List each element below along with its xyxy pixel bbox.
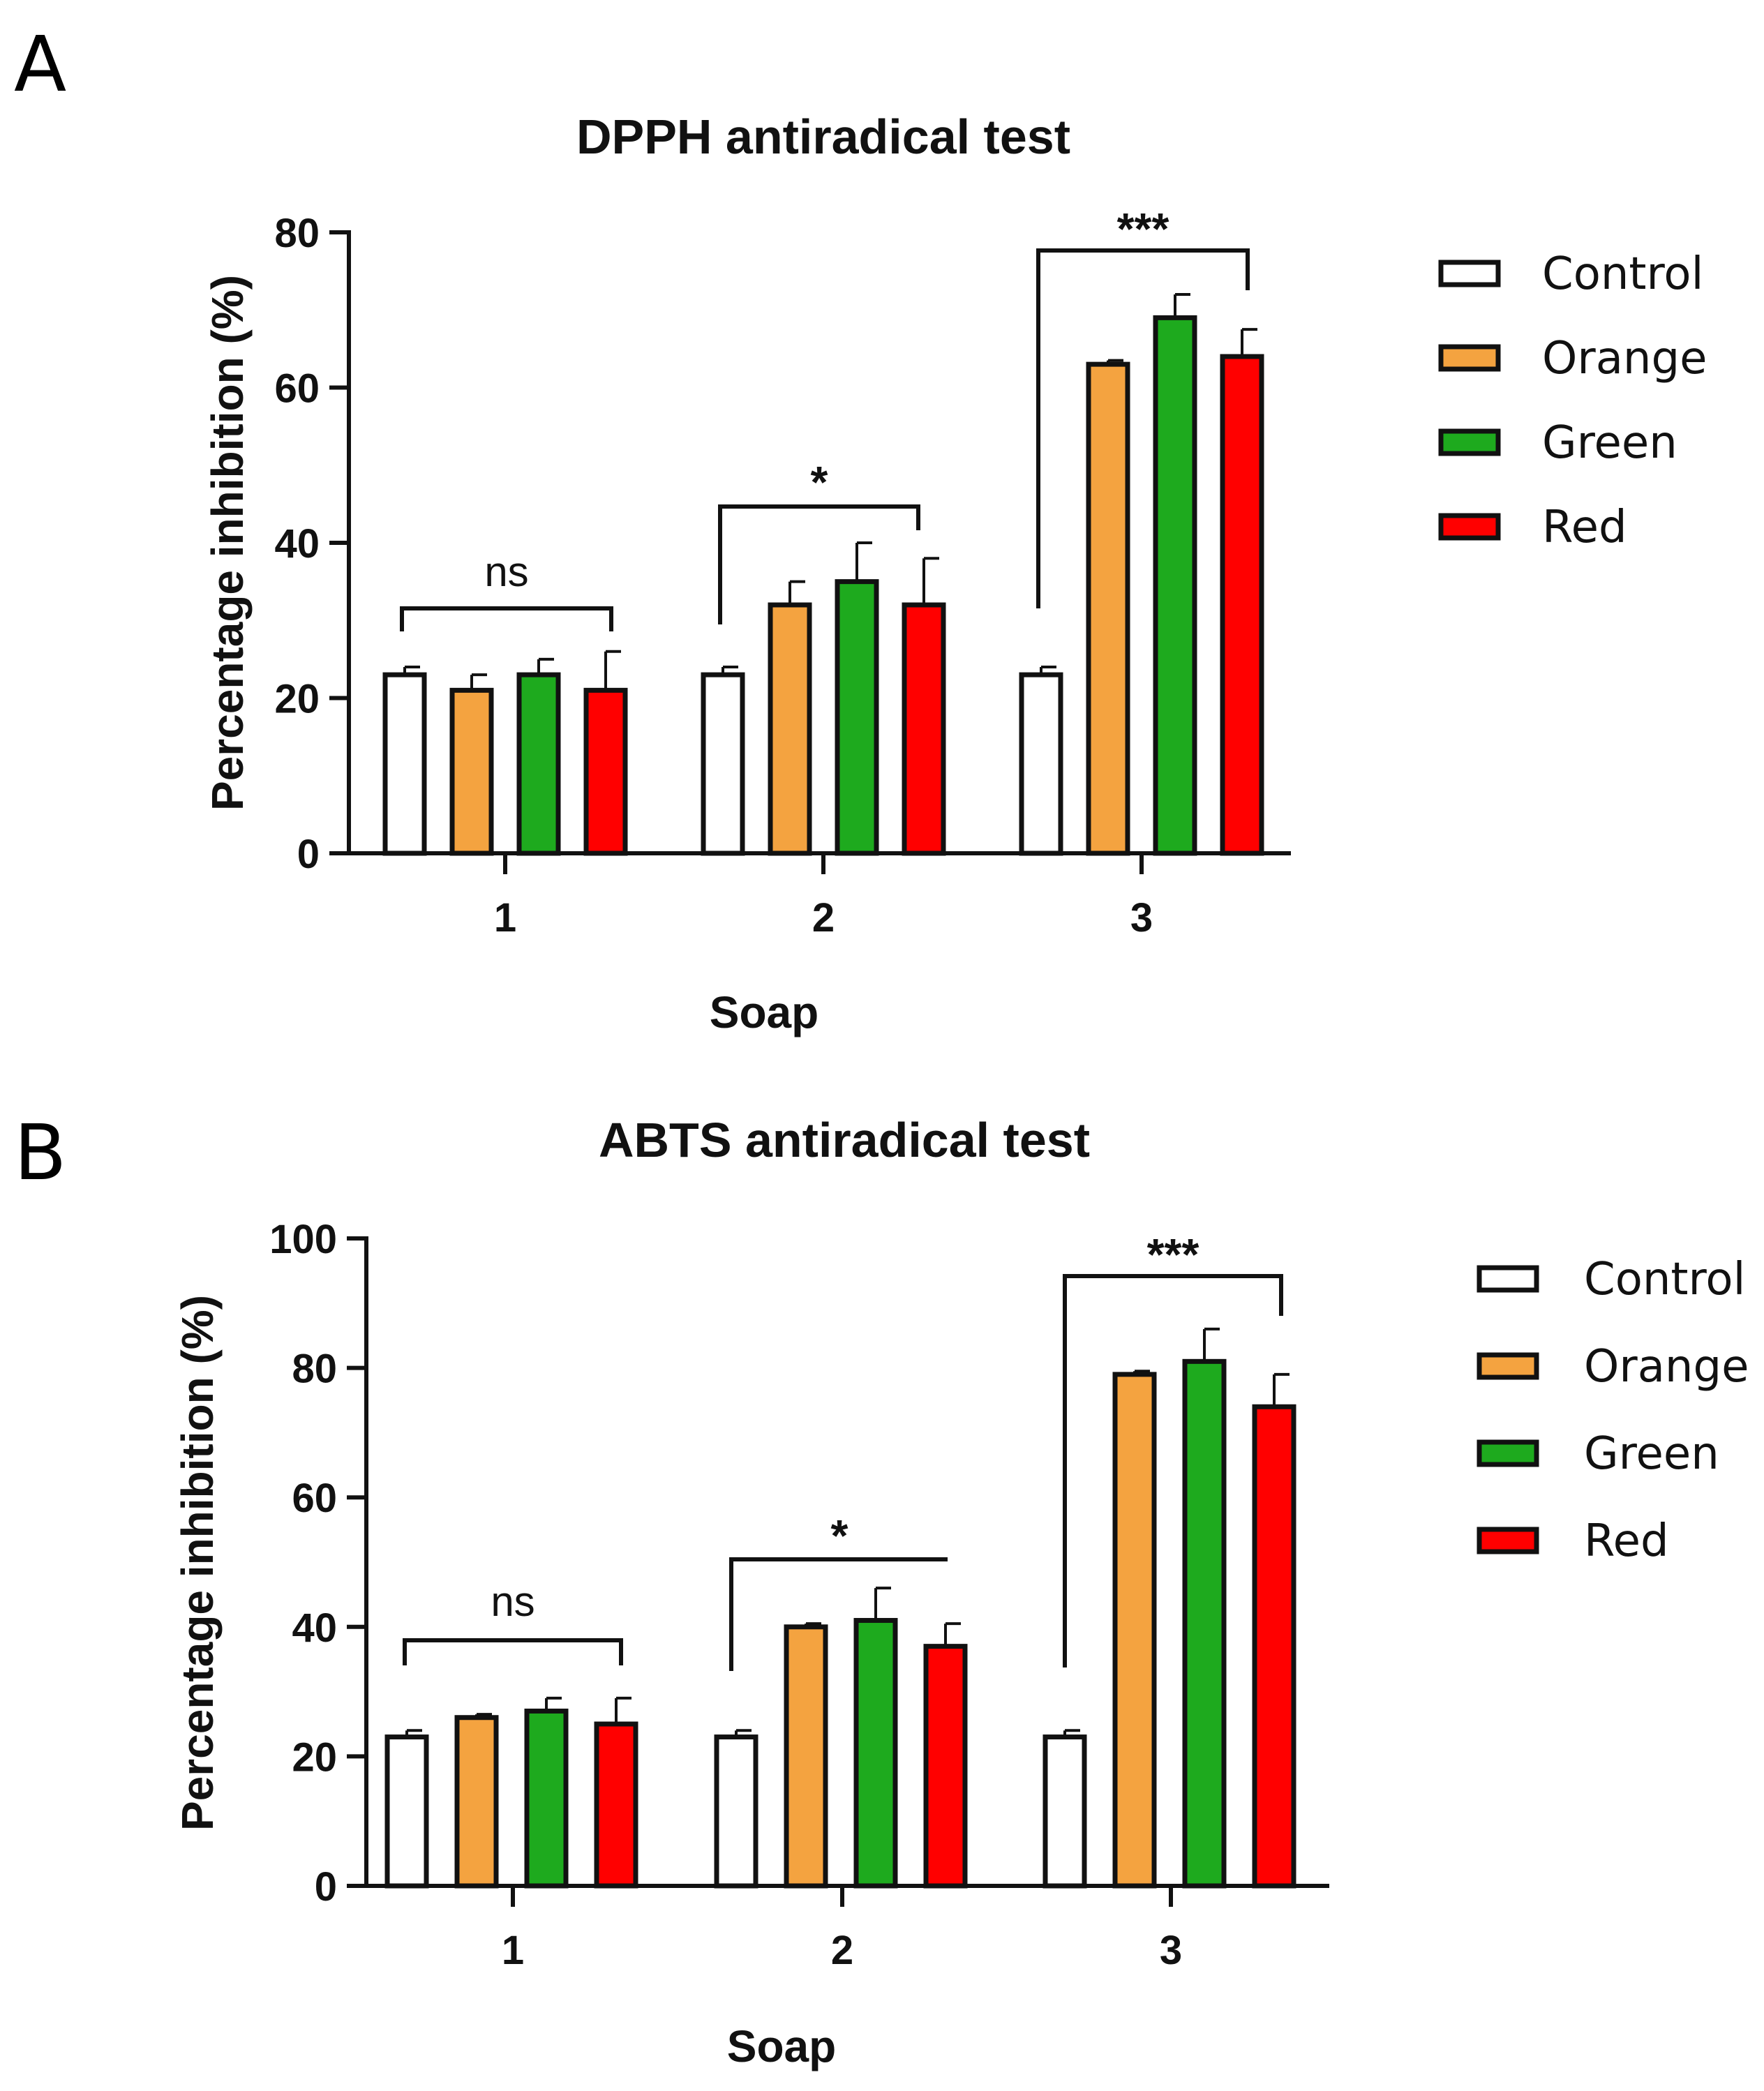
bar-control	[1019, 672, 1063, 856]
legend-swatch-control	[1438, 260, 1501, 287]
bar-orange	[784, 1624, 828, 1889]
bar-control	[701, 672, 745, 856]
legend-label: Control	[1584, 1254, 1745, 1305]
y-tick-label: 40	[292, 1605, 337, 1651]
y-tick-label: 80	[274, 211, 320, 256]
panel-letter: A	[14, 20, 66, 109]
bar-green	[524, 1708, 569, 1889]
significance-label: ns	[491, 1578, 535, 1625]
bar-green	[835, 579, 879, 856]
x-tick-label: 2	[812, 895, 835, 940]
y-tick-label: 100	[269, 1217, 337, 1262]
legend-swatch-orange	[1438, 344, 1501, 372]
legend-label: Red	[1542, 502, 1627, 553]
bar-control	[1042, 1734, 1087, 1889]
bar-red	[902, 602, 946, 856]
chart-panel-a: A DPPH antiradical test 0 20 40 60 80 1 2 3 Soap Pe…	[14, 20, 1707, 1037]
legend-swatch-control	[1477, 1265, 1539, 1293]
bar-green	[853, 1618, 898, 1889]
legend-label: Orange	[1542, 333, 1707, 384]
bar-control	[714, 1734, 758, 1889]
y-tick-label: 20	[274, 677, 320, 722]
significance-label: ***	[1117, 204, 1169, 254]
bar-green	[516, 672, 561, 856]
x-tick-label: 3	[1130, 895, 1153, 940]
panel-letter: B	[14, 1108, 66, 1197]
bar-green	[1182, 1358, 1227, 1889]
y-tick-label: 0	[315, 1864, 337, 1910]
significance-label: ns	[484, 548, 528, 595]
x-axis-label: Soap	[727, 2021, 836, 2071]
legend-label: Orange	[1584, 1341, 1749, 1393]
legend-label: Red	[1584, 1515, 1669, 1567]
y-axis-label: Percentage inhibition (%)	[202, 275, 253, 811]
significance-bracket	[1063, 1274, 1283, 1667]
significance-bracket	[400, 606, 613, 631]
bar-red	[923, 1644, 968, 1889]
chart-title: DPPH antiradical test	[576, 110, 1070, 164]
bar-orange	[454, 1715, 499, 1889]
y-tick-label: 60	[292, 1476, 337, 1521]
y-tick-label: 60	[274, 366, 320, 412]
bar-orange	[1112, 1372, 1157, 1889]
y-axis-label: Percentage inhibition (%)	[172, 1295, 223, 1831]
chart-panel-b: B ABTS antiradical test 0 20 40 60 80 100 1 2 3 Soa…	[14, 1108, 1749, 2071]
significance-label: *	[811, 457, 828, 507]
chart-title: ABTS antiradical test	[599, 1113, 1090, 1167]
legend-swatch-green	[1438, 428, 1501, 456]
x-tick-label: 3	[1160, 1928, 1182, 1973]
y-tick-label: 80	[292, 1347, 337, 1392]
significance-bracket	[1036, 248, 1250, 608]
significance-label: ***	[1147, 1229, 1199, 1280]
significance-bracket	[403, 1638, 623, 1665]
legend-swatch-red	[1477, 1527, 1539, 1554]
bar-red	[583, 687, 628, 856]
x-tick-label: 1	[502, 1928, 524, 1973]
bar-orange	[768, 602, 812, 856]
x-tick-label: 2	[831, 1928, 853, 1973]
legend-swatch-green	[1477, 1439, 1539, 1467]
bar-orange	[1086, 361, 1130, 856]
bar-red	[1252, 1404, 1296, 1889]
y-tick-label: 20	[292, 1734, 337, 1780]
bar-orange	[449, 687, 494, 856]
legend-label: Control	[1542, 248, 1703, 300]
significance-bracket	[718, 504, 920, 624]
legend-swatch-orange	[1477, 1352, 1539, 1380]
y-tick-label: 40	[274, 521, 320, 567]
x-axis-label: Soap	[710, 987, 819, 1037]
legend-label: Green	[1584, 1428, 1719, 1480]
significance-label: *	[831, 1511, 849, 1561]
x-tick-label: 1	[494, 895, 516, 940]
bar-green	[1153, 315, 1197, 856]
legend-label: Green	[1542, 417, 1677, 469]
bar-red	[1220, 354, 1264, 856]
bar-red	[594, 1721, 638, 1889]
significance-bracket	[729, 1557, 948, 1671]
legend-swatch-red	[1438, 513, 1501, 541]
bar-control	[382, 672, 427, 856]
y-tick-label: 0	[297, 832, 320, 877]
bar-control	[384, 1734, 429, 1889]
